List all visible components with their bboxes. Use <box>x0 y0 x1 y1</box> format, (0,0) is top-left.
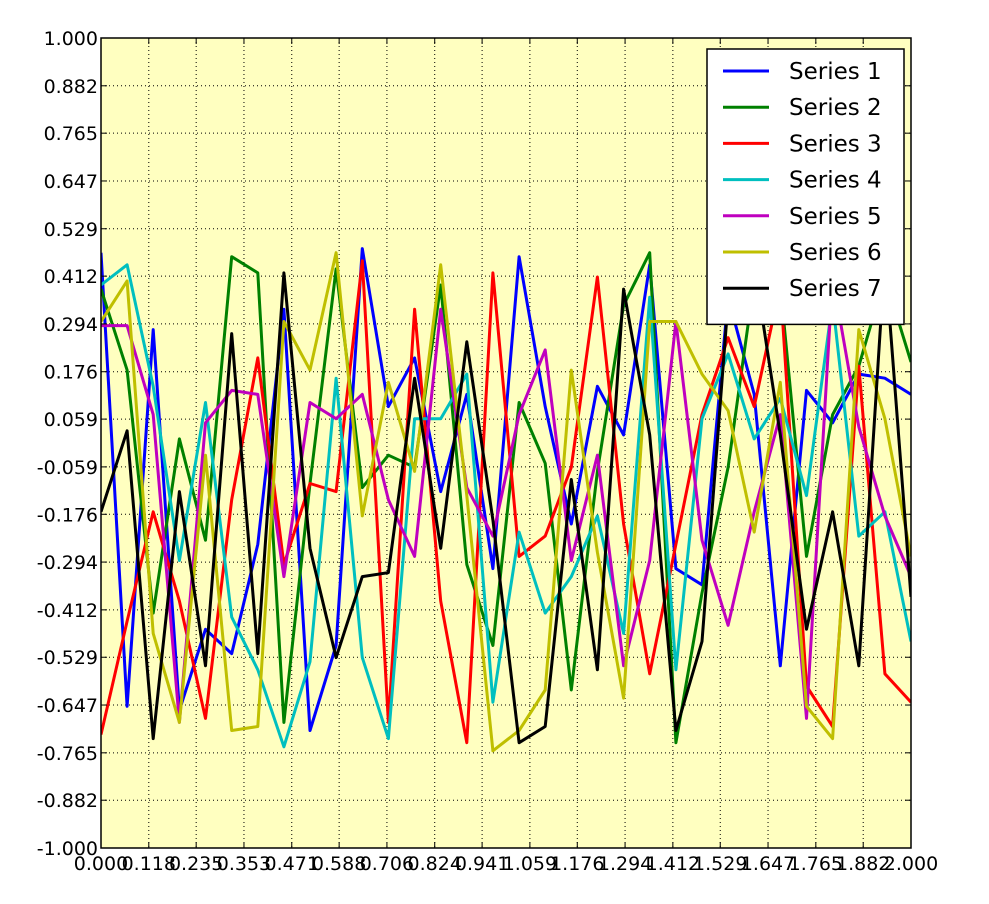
x-tick-label: 0.706 <box>360 853 414 875</box>
y-tick-label: -0.059 <box>37 457 98 479</box>
x-tick-label: 1.294 <box>598 853 652 875</box>
x-tick-label: 2.000 <box>884 853 938 875</box>
y-tick-label: 0.765 <box>44 123 98 145</box>
x-tick-label: 0.588 <box>312 853 366 875</box>
x-tick-label: 1.059 <box>503 853 557 875</box>
x-tick-label: 1.647 <box>741 853 795 875</box>
x-tick-label: 0.471 <box>265 853 319 875</box>
y-tick-label: 0.529 <box>44 219 98 241</box>
x-tick-label: 0.235 <box>169 853 223 875</box>
x-tick-label: 1.412 <box>646 853 700 875</box>
legend-label: Series 4 <box>789 168 882 194</box>
y-tick-label: 0.647 <box>44 171 98 193</box>
y-tick-label: -0.765 <box>37 743 98 765</box>
plot-frame <box>100 37 912 849</box>
x-axis-ticks: 0.0000.1180.2350.3530.4710.5880.7060.824… <box>74 38 938 875</box>
x-tick-label: 0.824 <box>408 853 462 875</box>
y-tick-label: 1.000 <box>44 28 98 50</box>
legend: Series 1 Series 2 Series 3 Series 4 Series 5… <box>706 48 905 326</box>
x-tick-label: 1.529 <box>693 853 747 875</box>
x-tick-label: 1.765 <box>789 853 843 875</box>
legend-label: Series 5 <box>789 204 882 230</box>
legend-label: Series 3 <box>789 131 882 157</box>
x-tick-label: 0.353 <box>217 853 271 875</box>
x-tick-label: 1.882 <box>836 853 890 875</box>
y-tick-label: -0.294 <box>37 552 98 574</box>
x-tick-label: 0.000 <box>74 853 128 875</box>
y-tick-label: -0.176 <box>37 504 98 526</box>
y-tick-label: 0.882 <box>44 76 98 98</box>
legend-label: Series 7 <box>789 276 882 302</box>
legend-label: Series 2 <box>789 95 882 121</box>
y-tick-label: -0.647 <box>37 695 98 717</box>
y-tick-label: -0.882 <box>37 790 98 812</box>
series-line-series-7 <box>101 255 911 745</box>
y-tick-label: 0.176 <box>44 362 98 384</box>
legend-box <box>706 48 905 326</box>
x-tick-label: 0.118 <box>122 853 176 875</box>
y-tick-label: 0.059 <box>44 409 98 431</box>
y-tick-label: 0.294 <box>44 314 98 336</box>
y-tick-label: -0.412 <box>37 600 98 622</box>
x-tick-label: 0.941 <box>455 853 509 875</box>
y-tick-label: -0.529 <box>37 647 98 669</box>
y-tick-label: -1.000 <box>37 838 98 860</box>
legend-label: Series 6 <box>789 240 882 266</box>
y-tick-label: 0.412 <box>44 266 98 288</box>
legend-label: Series 1 <box>789 59 882 85</box>
x-tick-label: 1.176 <box>550 853 604 875</box>
y-axis-ticks: 1.000 0.882 0.765 0.647 0.529 0.412 0.294 0.176… <box>37 28 911 860</box>
